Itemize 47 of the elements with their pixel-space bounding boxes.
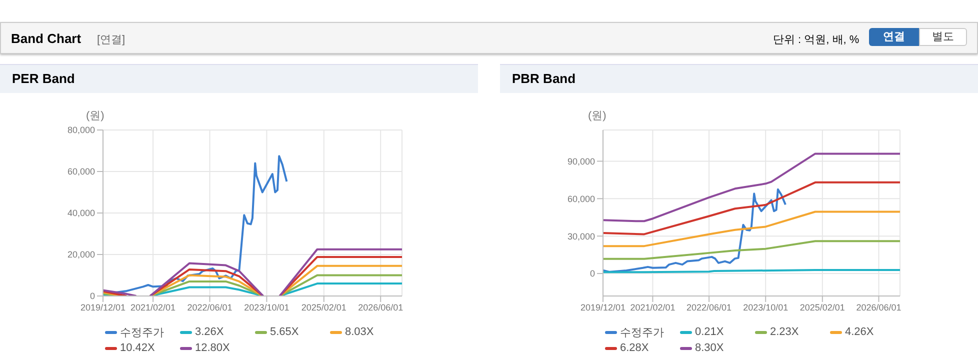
legend-label: 수정주가	[120, 326, 164, 340]
chart-title: PBR Band	[500, 64, 978, 93]
x-tick-label: 2026/06/01	[856, 302, 902, 312]
legend-label: 0.21X	[695, 326, 724, 338]
legend-label: 8.30X	[695, 342, 724, 354]
y-tick-label: 20,000	[67, 250, 95, 260]
x-tick-label: 2026/06/01	[358, 302, 404, 312]
x-tick-label: 2019/12/01	[80, 302, 126, 312]
line-series	[603, 152, 900, 222]
legend-label: 4.26X	[845, 326, 874, 338]
y-tick-label: 60,000	[567, 194, 595, 204]
x-tick-label: 2022/06/01	[187, 302, 232, 312]
legend-label: 8.03X	[345, 326, 374, 338]
legend-label: 10.42X	[120, 342, 155, 354]
x-tick-label: 2022/06/01	[686, 302, 732, 312]
y-tick-label: 0	[90, 291, 95, 302]
legend-label: 3.26X	[195, 326, 224, 338]
chart-title: PER Band	[0, 64, 478, 93]
x-tick-label: 2023/10/01	[743, 302, 788, 312]
y-tick-label: 90,000	[567, 156, 595, 166]
line-series	[603, 240, 900, 260]
line-series	[603, 188, 786, 273]
x-tick-label: 2021/02/01	[630, 302, 676, 312]
text: Band Chart	[11, 31, 82, 46]
y-tick-label: 80,000	[67, 125, 95, 136]
y-axis-title: (원)	[588, 109, 606, 123]
legend-label: 5.65X	[270, 326, 299, 338]
legend-label: 6.28X	[620, 342, 649, 354]
x-tick-label: 2021/02/01	[130, 302, 176, 312]
y-tick-label: 40,000	[67, 208, 95, 218]
text: [연결]	[97, 33, 126, 47]
text: 별도	[919, 28, 967, 46]
x-tick-label: 2025/02/01	[800, 302, 845, 312]
y-axis-title: (원)	[86, 109, 104, 123]
x-tick-label: 2019/12/01	[580, 302, 626, 312]
y-tick-label: 60,000	[67, 166, 95, 177]
legend-label: 12.80X	[195, 342, 230, 354]
x-tick-label: 2023/10/01	[244, 302, 290, 312]
line-series	[603, 210, 900, 248]
legend-label: 수정주가	[620, 326, 664, 340]
y-tick-label: 0	[590, 268, 595, 279]
legend-label: 2.23X	[770, 326, 799, 338]
text: 단위 : 억원, 배, %	[773, 33, 860, 47]
y-tick-label: 30,000	[567, 231, 595, 242]
line-series	[603, 181, 900, 236]
text: 연결	[869, 28, 919, 46]
x-tick-label: 2025/02/01	[301, 302, 346, 312]
